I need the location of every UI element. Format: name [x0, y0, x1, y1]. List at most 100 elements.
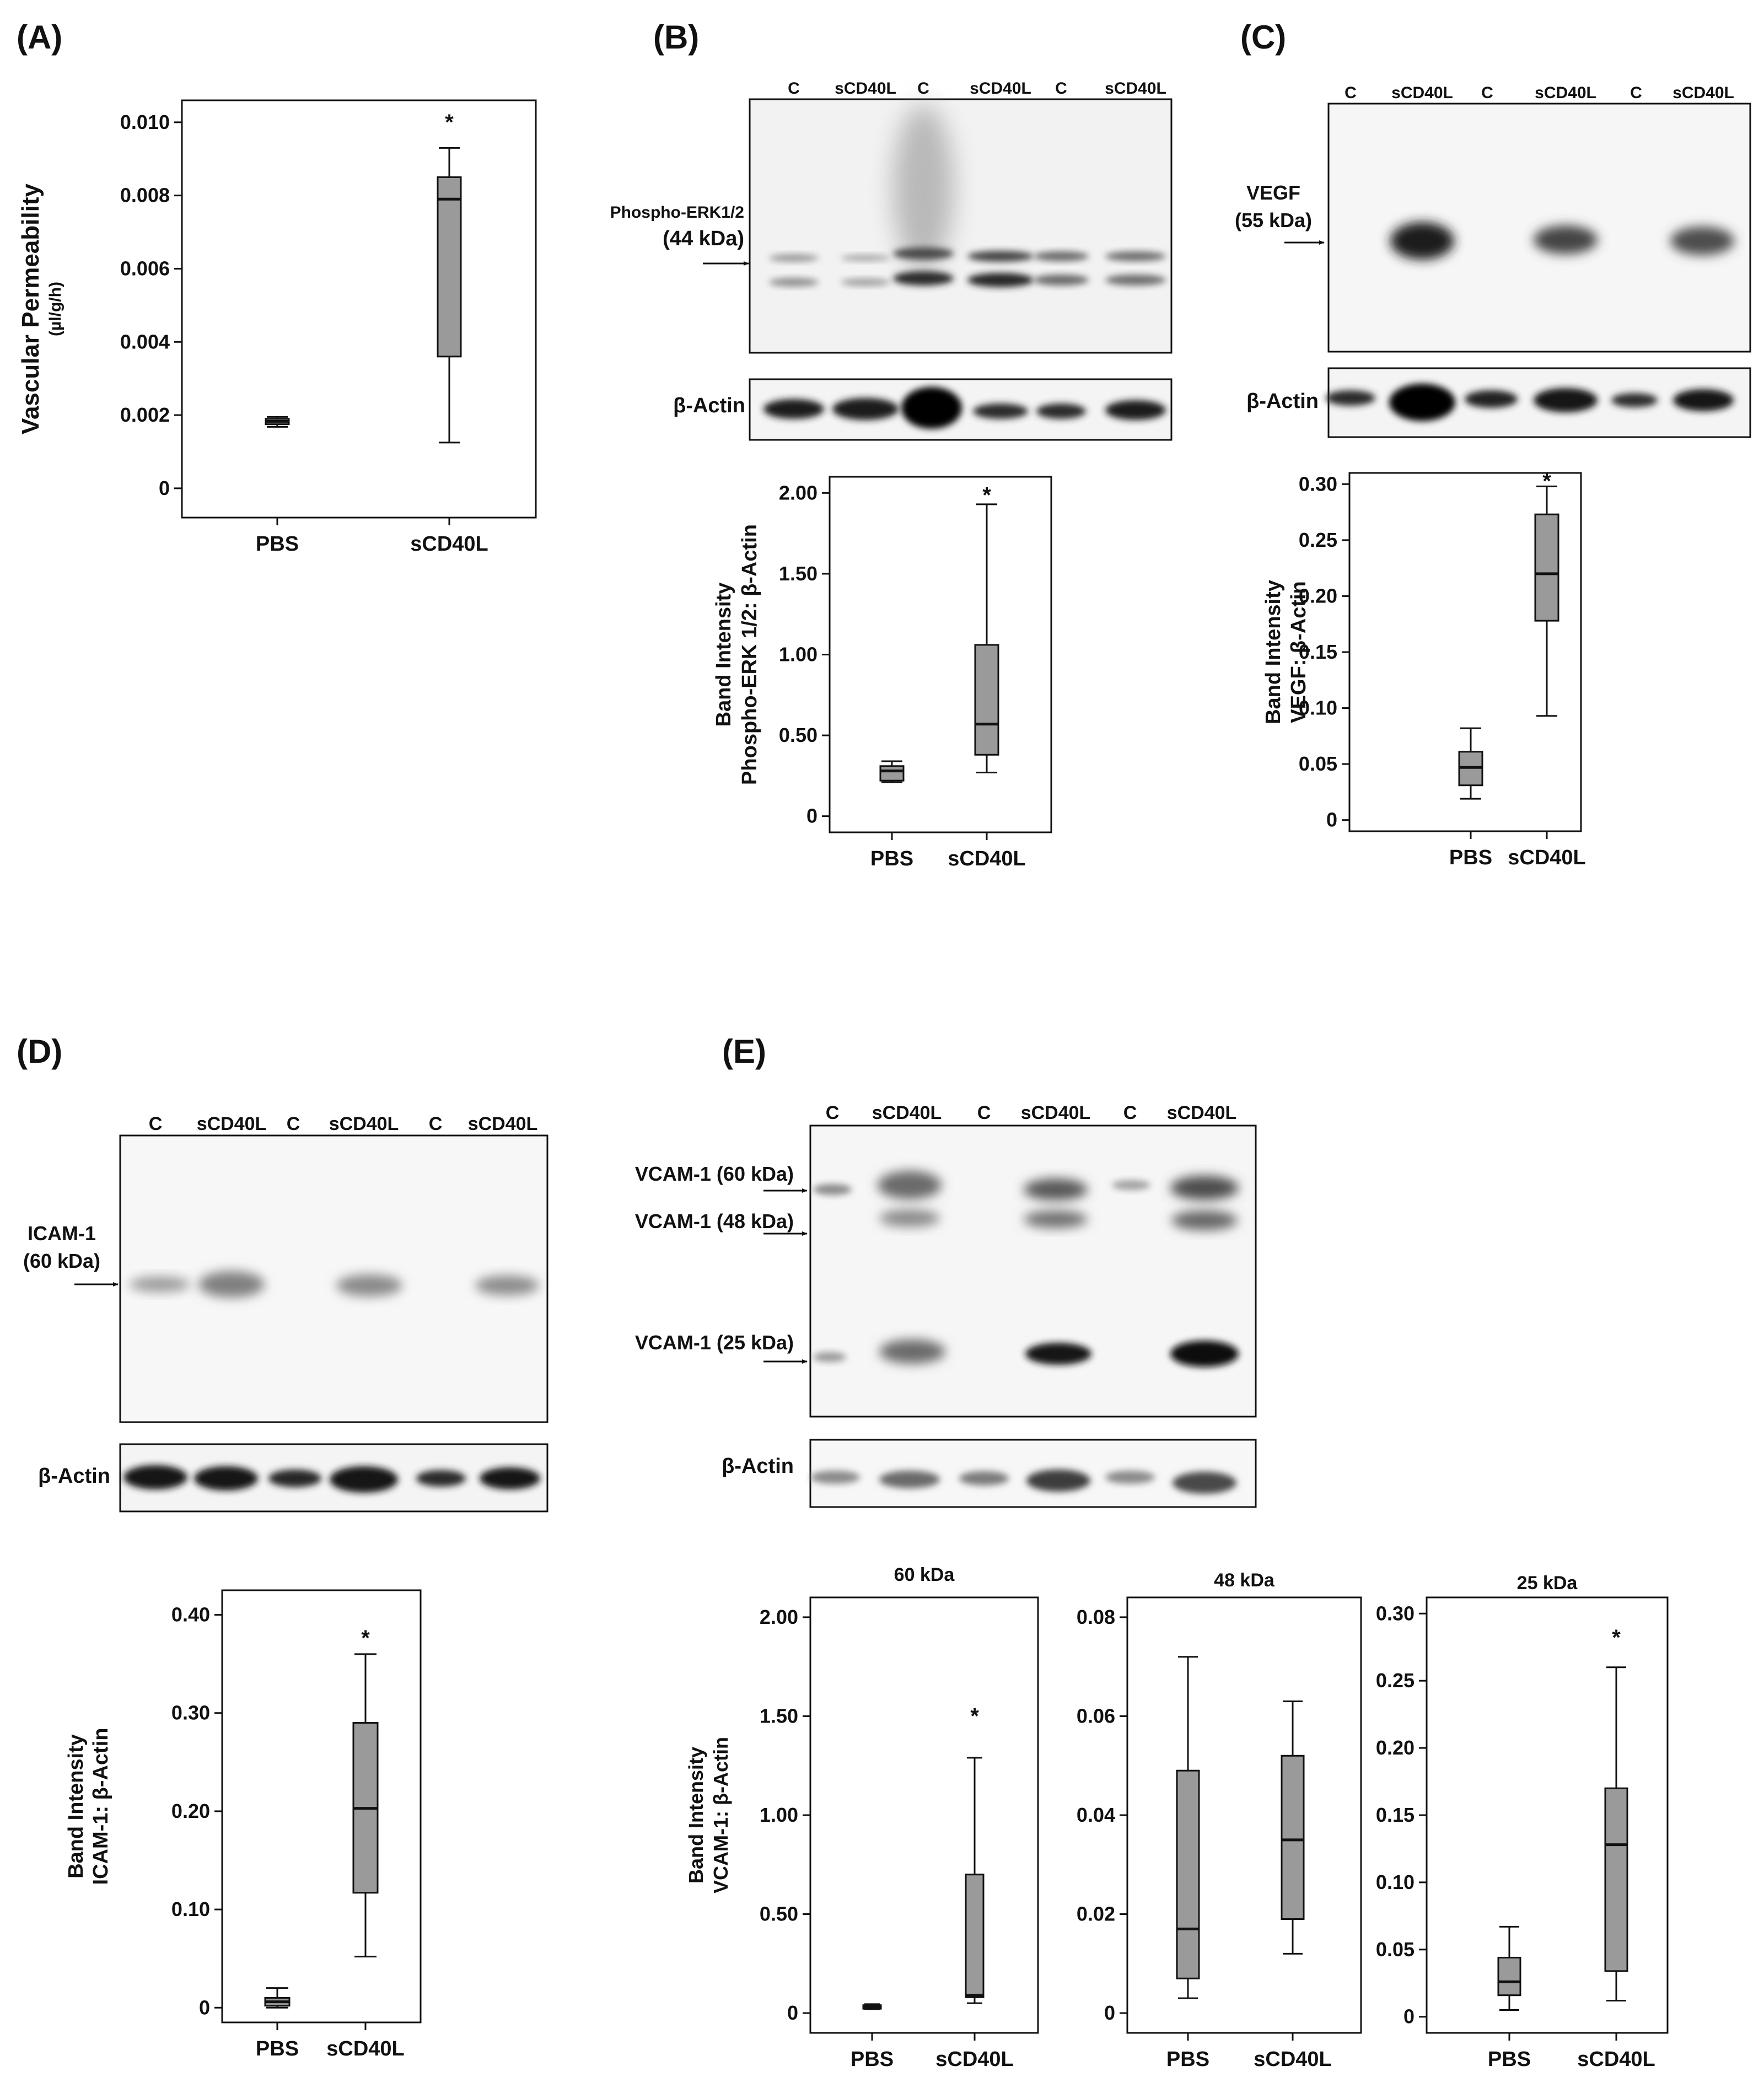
- blot-band: [841, 255, 890, 261]
- blot-band: [1112, 1180, 1150, 1190]
- lane-label: sCD40L: [835, 79, 896, 98]
- blot-band: [1024, 1178, 1088, 1201]
- y-tick-label: 1.00: [760, 1804, 798, 1826]
- blot-band: [878, 1171, 942, 1199]
- y-tick-label: 0.10: [1376, 1871, 1415, 1893]
- lane-label: C: [1344, 84, 1357, 102]
- lane-label: C: [826, 1102, 840, 1123]
- lane-label: sCD40L: [872, 1102, 942, 1123]
- x-category-label: PBS: [256, 2037, 299, 2060]
- plot-frame: [181, 99, 537, 519]
- box-iqr: [1604, 1787, 1628, 1972]
- box-plot-a: 0 0.002 0.004 0.006 0.008 0.010 PBS sCD40L * Vasc…: [17, 99, 537, 556]
- x-category-label: PBS: [1166, 2048, 1209, 2071]
- blot-membrane: [119, 1134, 548, 1423]
- blot-band: [1034, 275, 1089, 286]
- blot-band: [1034, 251, 1089, 261]
- lane-label: sCD40L: [1535, 84, 1596, 102]
- actin-band: [1465, 390, 1518, 408]
- y-tick-label: 0.10: [171, 1898, 210, 1920]
- lane-label: sCD40L: [1021, 1102, 1091, 1123]
- actin-band: [416, 1470, 466, 1487]
- actin-band: [959, 1471, 1009, 1486]
- y-tick-label: 0.010: [120, 111, 170, 133]
- blot-target-label: (60 kDa): [23, 1250, 100, 1272]
- box-plot-e-60-kda: 0 0.50 1.00 1.50 2.00 PBS sCD40L * 60 kDa Band In…: [685, 1564, 1039, 2071]
- actin-band: [1389, 384, 1455, 421]
- box-iqr: [879, 765, 905, 782]
- actin-band: [1105, 400, 1166, 420]
- actin-band: [1673, 389, 1734, 411]
- actin-band: [123, 1465, 187, 1489]
- blot-band: [1534, 225, 1598, 254]
- y-tick-label: 0.04: [1077, 1804, 1115, 1826]
- lane-label: C: [1055, 79, 1067, 98]
- actin-label: β-Actin: [1246, 390, 1319, 413]
- y-tick-label: 0.30: [1376, 1602, 1415, 1624]
- blot-target-label: VCAM-1 (60 kDa): [635, 1163, 794, 1185]
- lane-label: C: [788, 79, 800, 98]
- lane-label: sCD40L: [1167, 1102, 1237, 1123]
- lane-label: C: [429, 1113, 443, 1134]
- lane-label: C: [1481, 84, 1493, 102]
- y-axis-label: Band Intensity: [1262, 580, 1285, 724]
- y-tick-label: 0.10: [1299, 697, 1337, 719]
- blot-target-label: (55 kDa): [1235, 209, 1312, 232]
- blot-band: [1025, 1343, 1091, 1365]
- actin-band: [901, 387, 962, 429]
- significance-marker: *: [1612, 1626, 1621, 1650]
- x-category-label: sCD40L: [1577, 2048, 1655, 2071]
- actin-band: [810, 1471, 860, 1484]
- blot-target-label: Phospho-ERK1/2: [610, 203, 744, 222]
- y-tick-label: 2.00: [779, 481, 818, 504]
- blot-e: C sCD40L C sCD40L C sCD40L VCAM-1 (60 kD…: [635, 1102, 1257, 1508]
- y-tick-label: 0.15: [1376, 1804, 1415, 1826]
- blot-band: [769, 254, 819, 262]
- x-category-label: PBS: [256, 532, 299, 556]
- y-tick-label: 0.30: [1299, 472, 1337, 495]
- actin-band: [330, 1466, 398, 1493]
- y-tick-label: 1.50: [760, 1704, 798, 1727]
- actin-label: β-Actin: [673, 394, 745, 417]
- box-iqr: [1176, 1769, 1200, 1979]
- lane-label: C: [1123, 1102, 1137, 1123]
- y-tick-label: 0.05: [1299, 752, 1337, 775]
- y-tick-label: 0: [159, 477, 170, 499]
- actin-band: [832, 398, 899, 420]
- actin-label: β-Actin: [38, 1465, 110, 1488]
- box-plot-e-25-kda: 0 0.05 0.10 0.15 0.20 0.25 0.30 PBS sCD40L * 25 kD…: [1376, 1573, 1669, 2071]
- y-tick-label: 0.05: [1376, 1938, 1415, 1961]
- panel-letter-e: (E): [722, 1033, 766, 1070]
- x-category-label: sCD40L: [948, 847, 1026, 870]
- y-tick-label: 0.002: [120, 403, 170, 426]
- y-tick-label: 0.20: [171, 1800, 210, 1822]
- panel-letter-d: (D): [17, 1033, 62, 1070]
- y-axis-sublabel: VCAM-1: β-Actin: [709, 1737, 732, 1893]
- blot-band: [1670, 227, 1734, 255]
- x-category-label: PBS: [1488, 2048, 1531, 2071]
- y-tick-label: 0.02: [1077, 1903, 1115, 1925]
- blot-band: [475, 1276, 539, 1295]
- x-category-label: PBS: [1449, 846, 1492, 869]
- blot-c: C sCD40L C sCD40L C sCD40L VEGF (55 kDa)…: [1235, 84, 1751, 438]
- y-tick-label: 0: [1326, 809, 1337, 831]
- plot-title: 48 kDa: [1214, 1570, 1275, 1591]
- blot-b: C sCD40L C sCD40L C sCD40L Phospho-ERK1/…: [610, 79, 1173, 441]
- panel-letter-a: (A): [17, 19, 62, 56]
- lane-label: sCD40L: [970, 79, 1031, 98]
- significance-marker: *: [1542, 469, 1551, 493]
- actin-band: [1611, 393, 1658, 407]
- actin-band: [763, 399, 824, 419]
- blot-band: [1170, 1341, 1239, 1367]
- actin-band: [194, 1466, 258, 1490]
- plot-frame: [829, 476, 1052, 833]
- plot-frame: [221, 1589, 422, 2024]
- y-tick-label: 0.50: [760, 1903, 798, 1925]
- blot-smear: [893, 105, 954, 270]
- y-tick-label: 0.25: [1299, 529, 1337, 551]
- lane-label: C: [1630, 84, 1642, 102]
- actin-band: [268, 1470, 321, 1487]
- plot-title: 60 kDa: [894, 1564, 955, 1585]
- y-axis-sublabel: Phospho-ERK 1/2: β-Actin: [738, 524, 761, 785]
- blot-target-label: VEGF: [1246, 181, 1300, 204]
